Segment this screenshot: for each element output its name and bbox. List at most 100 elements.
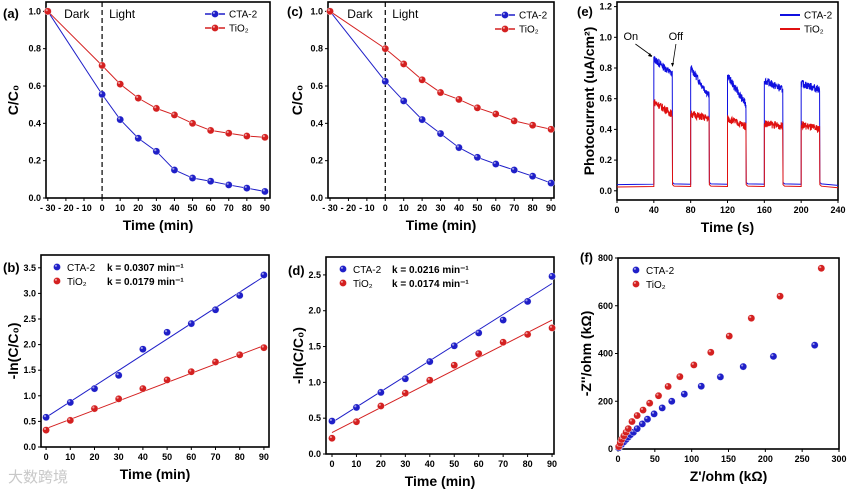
data-point — [66, 416, 75, 425]
x-tick-label: 50 — [162, 452, 172, 462]
x-tick-label: - 10 — [359, 203, 375, 213]
data-point-highlight — [208, 128, 211, 131]
data-point-highlight — [244, 133, 247, 136]
x-tick-label: 10 — [399, 203, 409, 213]
data-point-highlight — [68, 400, 71, 403]
x-tick-label: 20 — [417, 203, 427, 213]
data-point-highlight — [92, 386, 95, 389]
data-point — [44, 7, 52, 16]
data-point-highlight — [500, 317, 504, 320]
data-point — [328, 417, 336, 425]
data-point — [810, 341, 819, 349]
data-point — [243, 132, 251, 140]
legend-marker-highlight — [633, 267, 637, 270]
data-point-highlight — [43, 427, 47, 431]
data-point-highlight — [329, 435, 332, 439]
chart-e: 0 40 80 120 160 200 240 0.0 0.2 0.4 0.6 0.8 1.0 1.2 Ti… — [577, 1, 846, 235]
data-point-highlight — [665, 384, 669, 387]
panel-label: (a) — [3, 6, 19, 21]
data-point-highlight — [452, 343, 455, 346]
x-tick-label: 50 — [472, 203, 482, 213]
series-tio — [614, 264, 826, 451]
data-point — [747, 314, 756, 322]
fit-line — [45, 276, 265, 418]
data-point-highlight — [741, 364, 744, 367]
data-point — [352, 403, 361, 412]
plot-frame — [325, 256, 555, 455]
y-tick-label: 0 — [608, 444, 613, 454]
x-tick-label: 200 — [794, 205, 809, 215]
y-tick-label: 2.5 — [308, 270, 321, 280]
data-point — [776, 292, 784, 301]
legend-label: TiO₂ — [353, 279, 373, 290]
x-tick-label: 30 — [400, 459, 410, 469]
data-point — [680, 390, 689, 398]
x-axis-title: Time (min) — [120, 466, 191, 482]
data-point-highlight — [749, 315, 752, 319]
data-point-highlight — [403, 390, 406, 394]
y-tick-label: 400 — [598, 349, 613, 359]
plot-frame — [40, 254, 270, 448]
chart-b: 0 10 20 30 40 50 60 70 80 90 0.0 0.5 1.0 1.5 2.0 2.5 3.0… — [3, 254, 270, 482]
data-point-highlight — [189, 321, 192, 324]
legend-entry: CTA-2 k = 0.0216 min⁻¹ — [339, 265, 469, 276]
series-cta2 — [616, 56, 839, 186]
data-point — [548, 324, 556, 332]
data-point-highlight — [771, 354, 774, 357]
series-tio — [42, 343, 268, 434]
data-point-highlight — [419, 77, 423, 80]
legend-label: CTA-2 — [353, 265, 382, 276]
data-point — [187, 367, 196, 376]
legend-label: TiO₂ — [646, 280, 666, 291]
y-axis-title: C/C₀ — [289, 85, 305, 115]
data-point — [418, 76, 426, 84]
data-point — [645, 399, 654, 407]
x-tick-label: 10 — [65, 452, 75, 462]
y-tick-label: 0.2 — [28, 156, 41, 166]
data-point-highlight — [682, 391, 685, 394]
data-point-highlight — [626, 426, 629, 429]
data-point-highlight — [403, 376, 406, 379]
y-tick-label: 0.2 — [599, 155, 612, 165]
x-tick-label: 60 — [491, 203, 501, 213]
data-point-highlight — [640, 407, 644, 410]
data-point-highlight — [438, 90, 441, 93]
legend-label: CTA-2 — [519, 11, 548, 22]
data-point-highlight — [456, 145, 459, 148]
chart-c: - 30- 20- 10 0 10 20 30 40 50 60 70 80 90 0.0 0.2 0.4… — [287, 1, 556, 233]
legend-marker-highlight — [54, 264, 58, 267]
legend-entry: CTA-2 — [780, 11, 833, 22]
data-point-highlight — [378, 390, 381, 393]
data-point — [725, 332, 734, 340]
y-tick-label: 0.2 — [310, 156, 323, 166]
data-point — [523, 330, 532, 339]
x-tick-label: 50 — [650, 454, 660, 464]
plot-frame — [45, 1, 271, 199]
data-point — [401, 389, 410, 397]
legend-entry: TiO₂ — [632, 280, 666, 291]
data-point — [114, 395, 123, 403]
series-cta2 — [328, 272, 556, 425]
x-tick-label: - 30 — [40, 203, 56, 213]
data-point-highlight — [116, 396, 119, 399]
data-point-highlight — [136, 95, 139, 99]
legend-marker-highlight — [502, 26, 505, 29]
data-point — [425, 357, 434, 366]
x-tick-label: 80 — [235, 452, 245, 462]
data-point — [697, 382, 706, 391]
data-point-highlight — [262, 189, 265, 192]
y-tick-label: 1.2 — [599, 2, 612, 12]
data-point-highlight — [383, 79, 386, 82]
data-point — [650, 410, 658, 418]
data-point — [188, 119, 197, 128]
data-point-highlight — [190, 121, 193, 124]
data-point — [42, 413, 50, 422]
data-point — [716, 373, 725, 381]
data-point — [261, 187, 269, 196]
annotation-light: Light — [109, 7, 136, 21]
data-point-highlight — [237, 352, 240, 355]
data-point — [134, 134, 143, 143]
x-tick-label: 70 — [211, 452, 221, 462]
data-point — [139, 345, 147, 354]
legend-marker — [339, 279, 347, 287]
